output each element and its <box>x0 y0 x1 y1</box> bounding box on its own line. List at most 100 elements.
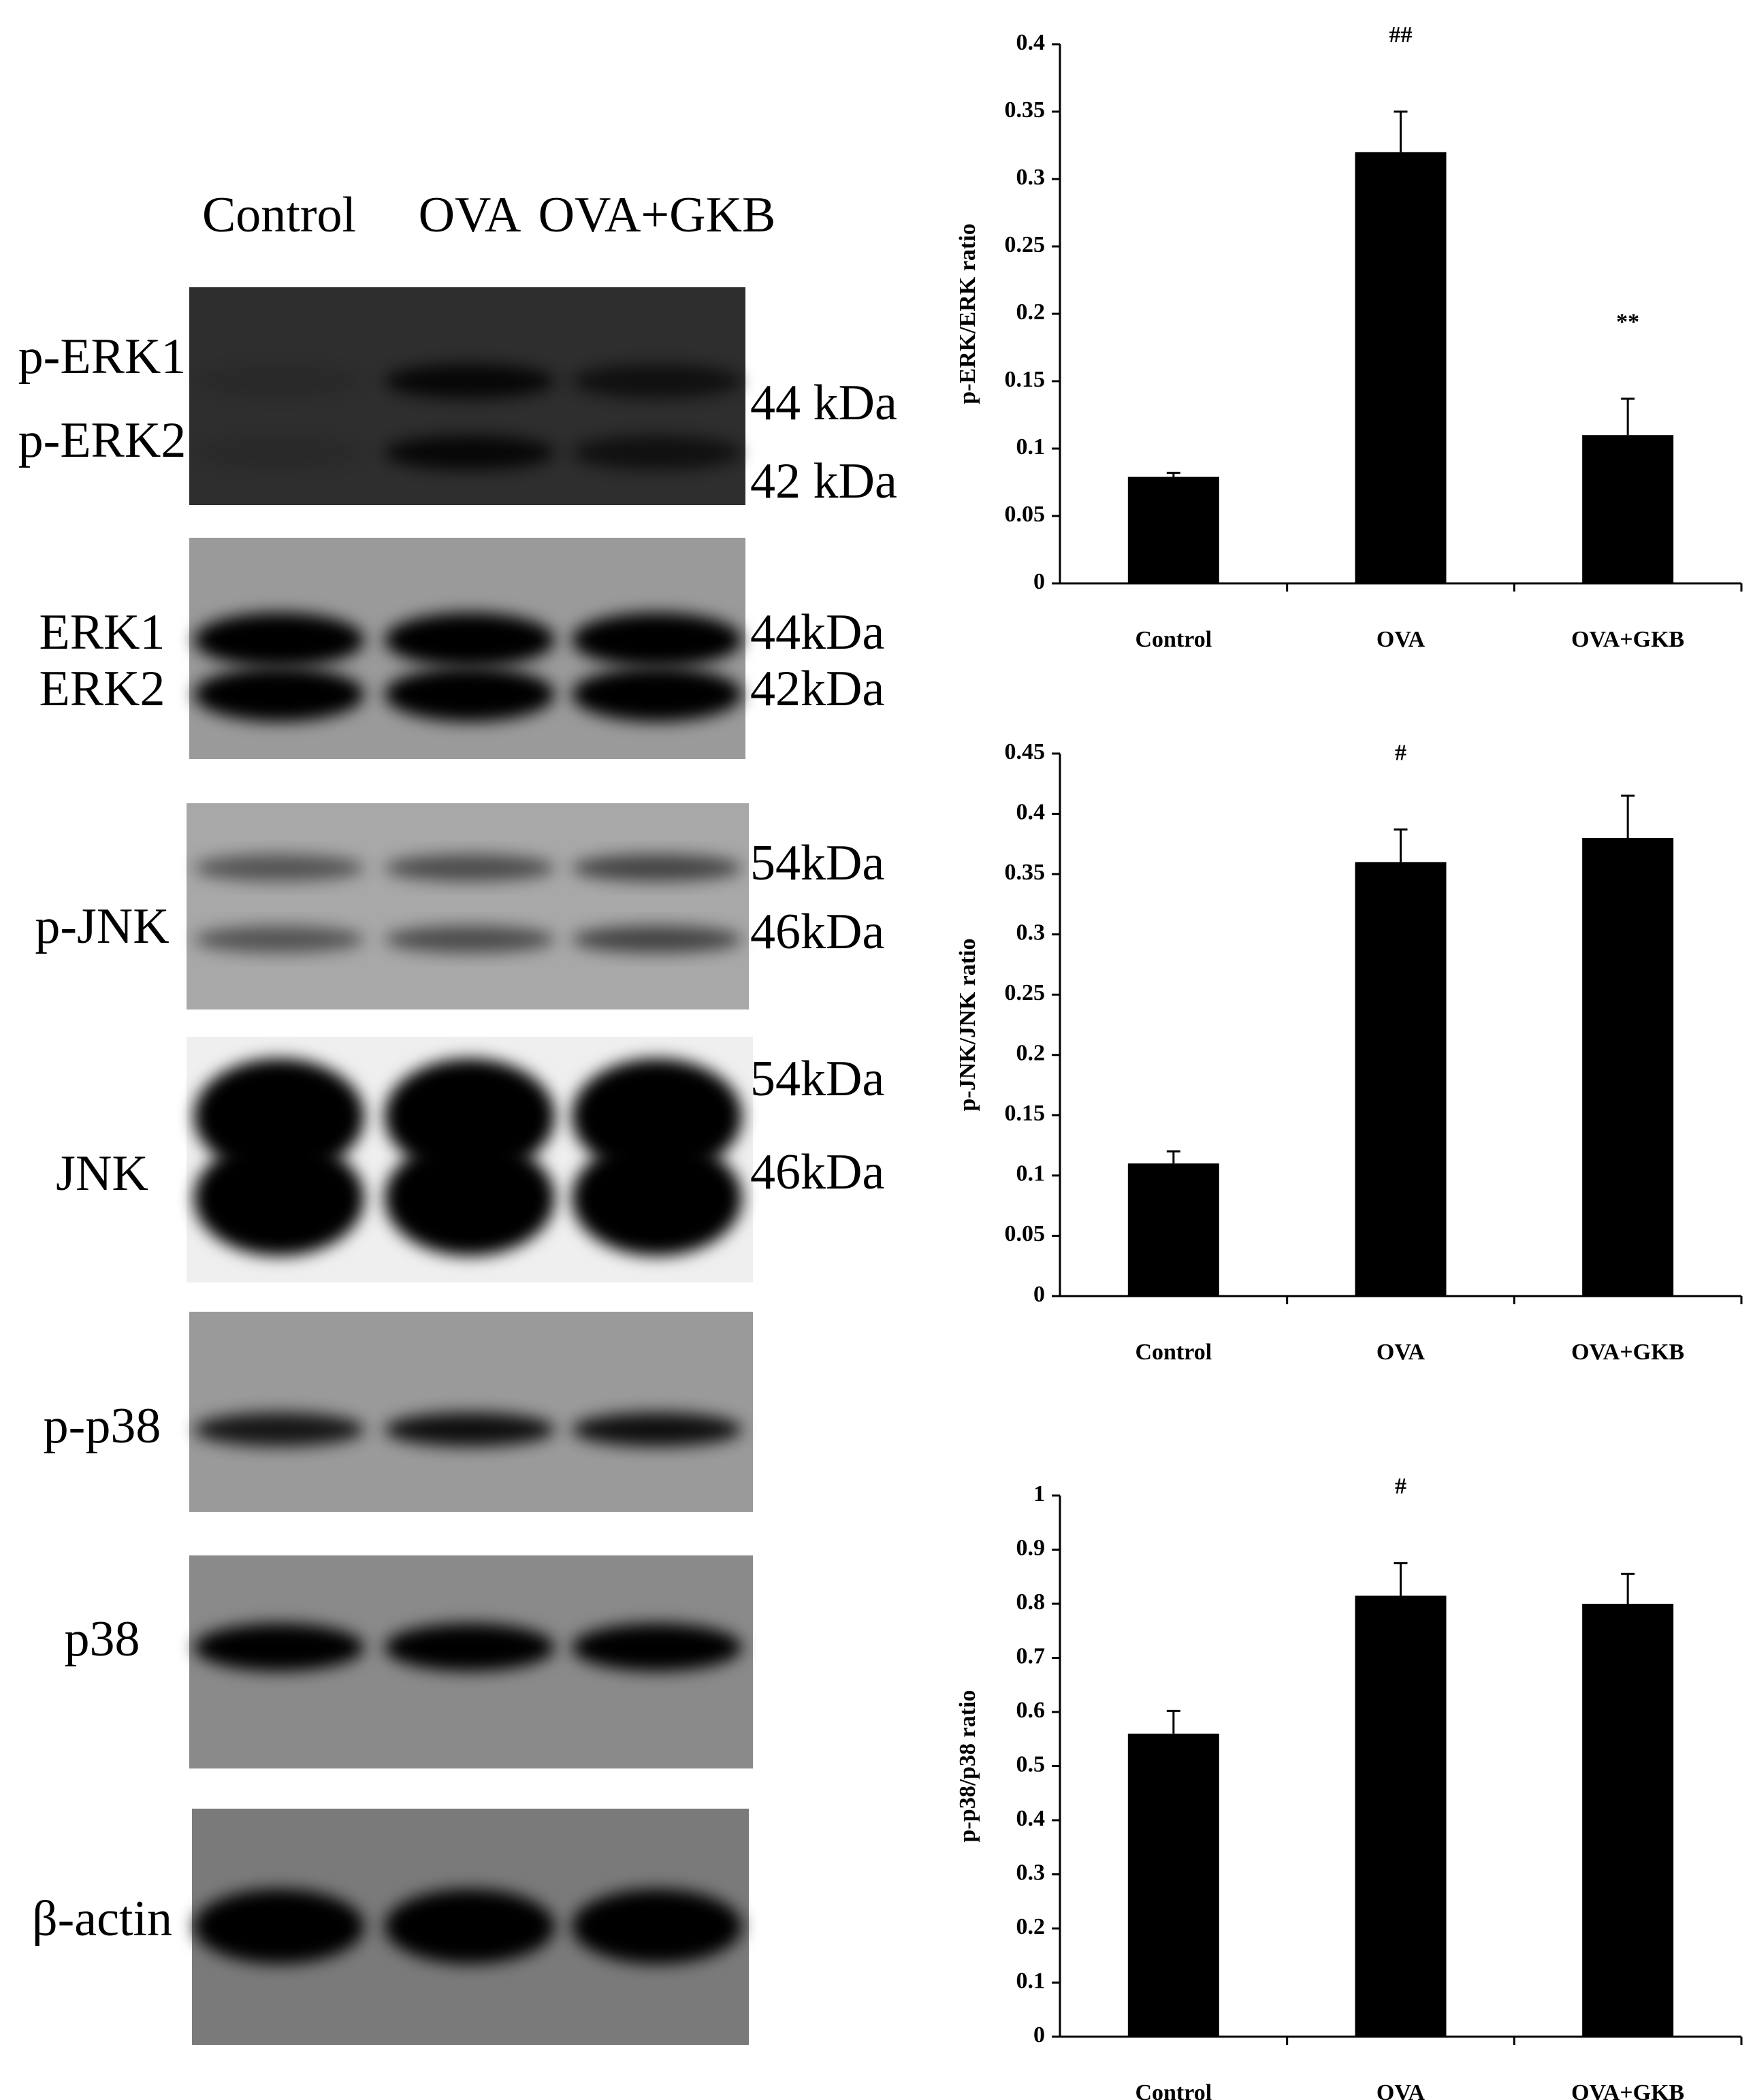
y-tick-label: 0.15 <box>1005 367 1046 392</box>
protein-label: JNK <box>56 1146 148 1201</box>
y-tick-label: 0 <box>1033 2022 1045 2048</box>
x-tick-label: Control <box>1135 1340 1212 1365</box>
y-tick-label: 0.05 <box>1005 1221 1046 1246</box>
blot-band <box>385 1140 555 1256</box>
significance-mark: # <box>1395 1474 1406 1499</box>
protein-label: p-ERK2 <box>18 413 187 468</box>
x-tick-label: OVA <box>1376 627 1426 652</box>
blot-band <box>572 1140 742 1256</box>
blot-band <box>385 926 555 953</box>
size-label: 44 kDa <box>750 375 897 431</box>
y-tick-label: 0.4 <box>1016 1806 1046 1831</box>
blot-band <box>572 364 742 398</box>
blot-band <box>572 667 742 722</box>
blot-band <box>385 364 555 398</box>
blot-band <box>385 667 555 722</box>
x-tick-label: OVA+GKB <box>1571 1340 1684 1365</box>
blot-panel <box>189 1312 753 1512</box>
x-tick-label: OVA+GKB <box>1571 627 1684 652</box>
blot-band <box>194 1140 364 1256</box>
y-tick-label: 0.1 <box>1016 1968 1046 1993</box>
protein-label: ERK1 <box>39 604 165 660</box>
y-tick-label: 0.3 <box>1016 1860 1046 1885</box>
y-tick-label: 0.45 <box>1005 739 1046 764</box>
y-axis-label: p-ERK/ERK ratio <box>955 223 980 404</box>
y-tick-label: 0.3 <box>1016 165 1046 190</box>
bar <box>1355 152 1447 583</box>
blot-band <box>194 436 364 470</box>
y-tick-label: 0.25 <box>1005 980 1046 1005</box>
blot-band <box>572 854 742 882</box>
x-tick-label: Control <box>1135 627 1212 652</box>
size-label: 42kDa <box>750 661 884 717</box>
size-label: 46kDa <box>750 904 884 960</box>
blot-band <box>572 926 742 953</box>
bar <box>1582 837 1674 1296</box>
y-tick-label: 0.2 <box>1016 1041 1046 1066</box>
x-tick-label: OVA <box>1376 1340 1426 1365</box>
blot-band <box>194 854 364 882</box>
y-tick-label: 0.5 <box>1016 1751 1046 1777</box>
blot-band <box>194 926 364 953</box>
y-tick-label: 0.15 <box>1005 1101 1046 1126</box>
size-label: 54kDa <box>750 835 884 891</box>
lane-label: OVA+GKB <box>538 187 776 243</box>
y-tick-label: 0.4 <box>1016 30 1046 55</box>
blot-band <box>194 364 364 398</box>
blot-band <box>385 1412 555 1447</box>
blot-band <box>194 1059 364 1174</box>
y-tick-label: 0.9 <box>1016 1535 1046 1560</box>
lane-label: OVA <box>419 187 521 243</box>
protein-label: p-ERK1 <box>18 329 187 385</box>
y-tick-label: 0.7 <box>1016 1643 1046 1668</box>
blot-band <box>385 1624 555 1671</box>
size-label: 44kDa <box>750 604 884 660</box>
y-tick-label: 0.1 <box>1016 1161 1046 1186</box>
y-tick-label: 0 <box>1033 1282 1045 1307</box>
lane-label: Control <box>202 187 356 243</box>
y-tick-label: 0.35 <box>1005 97 1046 123</box>
blot-band <box>194 667 364 722</box>
y-tick-label: 1 <box>1033 1481 1045 1506</box>
significance-mark: ** <box>1616 310 1639 335</box>
blot-band <box>385 854 555 882</box>
blot-band <box>194 1624 364 1671</box>
blot-band <box>385 613 555 667</box>
blot-band <box>194 613 364 667</box>
y-tick-label: 0.2 <box>1016 300 1046 325</box>
bar <box>1127 1733 1219 2037</box>
protein-label: β-actin <box>32 1891 172 1947</box>
y-tick-label: 0.05 <box>1005 502 1046 527</box>
bar <box>1355 1596 1447 2037</box>
y-tick-label: 0.8 <box>1016 1589 1046 1615</box>
blot-band <box>385 436 555 470</box>
y-tick-label: 0.6 <box>1016 1698 1046 1723</box>
y-tick-label: 0.2 <box>1016 1914 1046 1939</box>
y-axis-label: p-p38/p38 ratio <box>955 1690 980 1843</box>
blot-band <box>572 613 742 667</box>
significance-mark: # <box>1395 740 1406 765</box>
x-tick-label: OVA <box>1376 2080 1426 2100</box>
x-tick-label: OVA+GKB <box>1571 2080 1684 2100</box>
bar <box>1582 1604 1674 2037</box>
blot-band <box>194 1412 364 1447</box>
y-tick-label: 0.1 <box>1016 434 1046 459</box>
protein-label: p-p38 <box>44 1398 161 1454</box>
blot-band <box>385 1889 555 1964</box>
blot-band <box>385 1059 555 1174</box>
blot-band <box>572 1624 742 1671</box>
size-label: 54kDa <box>750 1051 884 1107</box>
protein-label: p38 <box>65 1611 140 1667</box>
blot-band <box>572 1889 742 1964</box>
blot-panel <box>187 803 749 1009</box>
bar <box>1582 435 1674 583</box>
size-label: 42 kDa <box>750 453 897 509</box>
significance-mark: ## <box>1389 22 1413 48</box>
bar <box>1355 862 1447 1296</box>
y-tick-label: 0.3 <box>1016 920 1046 945</box>
bar <box>1127 1163 1219 1296</box>
y-tick-label: 0 <box>1033 569 1045 594</box>
y-axis-label: p-JNK/JNK ratio <box>955 938 980 1111</box>
